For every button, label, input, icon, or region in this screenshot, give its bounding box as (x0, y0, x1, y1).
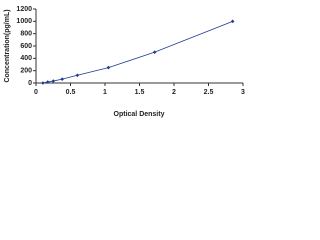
x-tick-label: 2 (172, 89, 176, 96)
point (106, 65, 111, 70)
y-tick-label: 800 (20, 31, 32, 38)
point (41, 81, 45, 85)
y-tick-label: 0 (28, 80, 32, 87)
y-tick-label: 400 (20, 55, 32, 62)
x-axis-label: Optical Density (114, 111, 165, 118)
axes (35, 9, 243, 84)
point (45, 80, 50, 84)
x-tick-label: 2.5 (204, 89, 214, 96)
point (60, 77, 65, 81)
y-axis-label: Concentration(pg/mL) (4, 9, 11, 82)
point (152, 50, 157, 54)
point (75, 73, 80, 78)
x-tick-label: 1.5 (135, 89, 145, 96)
y-tick-label: 1200 (16, 6, 32, 13)
x-tick-label: 3 (241, 89, 245, 96)
y-tick-label: 1000 (16, 18, 32, 25)
y-tick-label: 600 (20, 43, 32, 50)
point (230, 19, 235, 24)
curve (42, 20, 233, 84)
y-tick-label: 200 (20, 68, 32, 75)
point (51, 79, 56, 83)
x-tick-label: 1 (103, 89, 107, 96)
chart: Optical Density Concentration(pg/mL) 020… (4, 6, 245, 118)
x-tick-label: 0.5 (66, 89, 76, 96)
x-tick-label: 0 (34, 89, 38, 96)
